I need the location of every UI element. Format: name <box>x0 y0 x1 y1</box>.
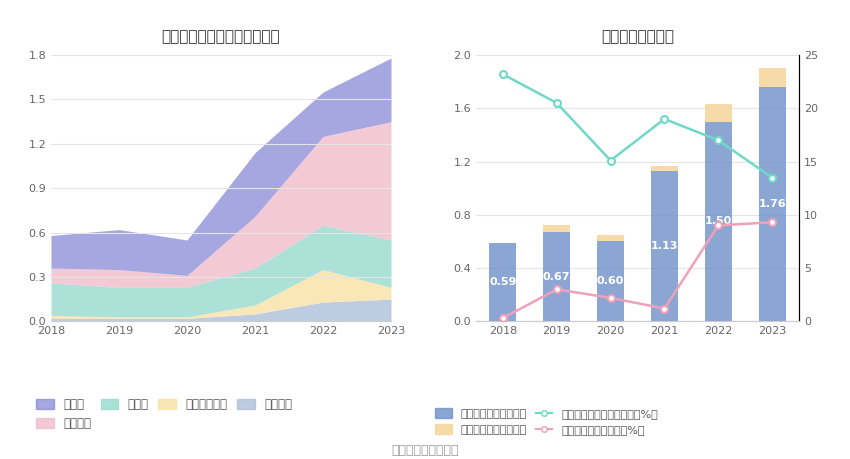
Bar <box>543 225 570 232</box>
Legend: 存货账面价值（亿元）, 存货跌价准备（亿元）, 右轴：存货占净资产比例（%）, 右轴：存货计提比例（%）: 存货账面价值（亿元）, 存货跌价准备（亿元）, 右轴：存货占净资产比例（%）, … <box>431 403 662 440</box>
Text: 1.76: 1.76 <box>758 199 786 209</box>
Bar <box>651 171 677 321</box>
Bar <box>490 243 516 321</box>
Bar <box>705 122 732 321</box>
Bar <box>543 232 570 321</box>
Legend: 原材料, 库存商品, 在产品, 委托加工材料, 发出商品: 原材料, 库存商品, 在产品, 委托加工材料, 发出商品 <box>31 393 297 435</box>
Bar <box>758 68 785 87</box>
Bar <box>597 241 624 321</box>
Title: 历年存货变动情况: 历年存货变动情况 <box>601 29 674 44</box>
Title: 近年存货变化堆积图（亿元）: 近年存货变化堆积图（亿元） <box>162 29 280 44</box>
Text: 1.13: 1.13 <box>651 241 678 251</box>
Bar <box>705 104 732 122</box>
Text: 0.60: 0.60 <box>597 276 624 286</box>
Text: 数据来源：恒生聚源: 数据来源：恒生聚源 <box>391 444 459 458</box>
Bar <box>758 87 785 321</box>
Bar <box>651 166 677 171</box>
Text: 0.59: 0.59 <box>490 277 517 287</box>
Bar <box>597 235 624 241</box>
Text: 0.67: 0.67 <box>543 272 570 282</box>
Text: 1.50: 1.50 <box>705 217 732 226</box>
